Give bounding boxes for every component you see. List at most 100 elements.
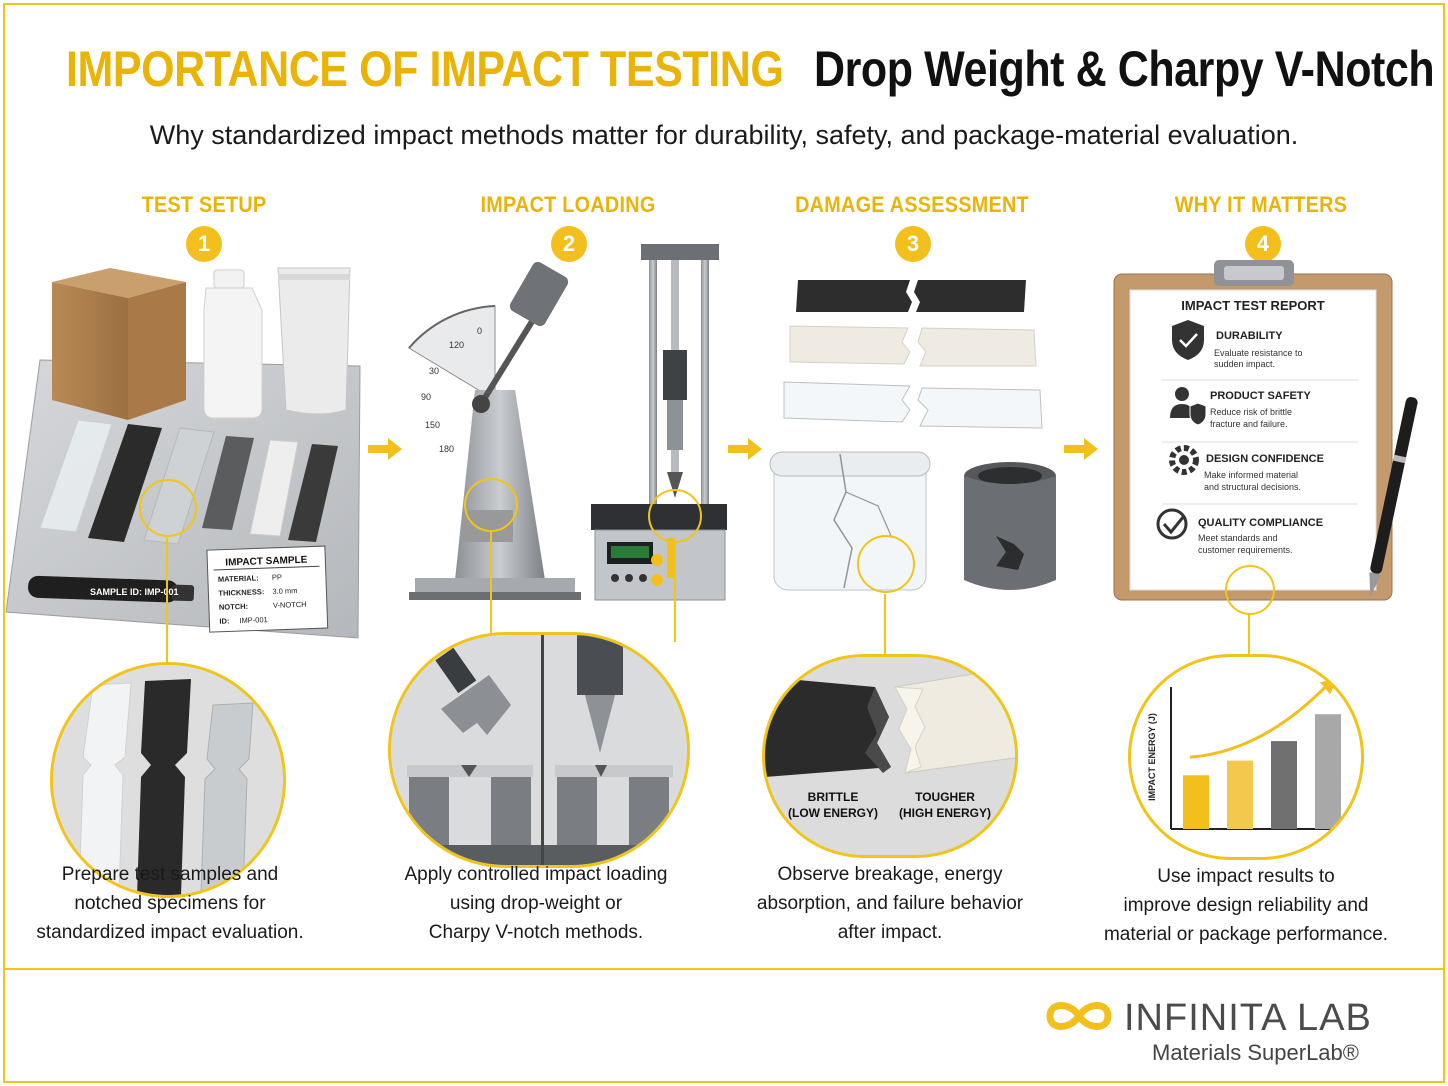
impact-energy-chart-circle: IMPACT ENERGY (J) [1128, 654, 1364, 860]
caption-line: Prepare test samples and [61, 864, 279, 885]
title-main: IMPORTANCE OF IMPACT TESTING [66, 41, 784, 97]
step-1-title: TEST SETUP [141, 192, 267, 217]
step-2-caption: Apply controlled impact loading using dr… [376, 860, 696, 947]
caption-line: after impact. [837, 922, 943, 943]
trend-arrow [1189, 685, 1328, 759]
step-1-number: 1 [186, 226, 222, 262]
brand-tagline: Materials SuperLab® [1152, 1040, 1359, 1065]
step-3-title: DAMAGE ASSESSMENT [795, 192, 1029, 217]
sample-label-value: PP [272, 573, 282, 582]
sample-label-heading: IMPACT SAMPLE [225, 555, 308, 569]
report-item-desc: Reduce risk of brittle [1210, 407, 1292, 417]
marker-label: SAMPLE ID: IMP-001 [90, 587, 179, 597]
report-item-desc: fracture and failure. [1210, 419, 1288, 429]
specimen-zoom-circle [50, 662, 286, 898]
pendulum-scale-tick: 90 [421, 392, 431, 402]
cardboard-box [52, 268, 186, 420]
arrow-right-icon [368, 438, 402, 460]
caption-line: absorption, and failure behavior [756, 893, 1024, 914]
caption-line: Use impact results to [1157, 866, 1335, 887]
impact-machines-illustration: 0 120 30 90 150 180 [408, 244, 727, 601]
footer-divider [3, 968, 1445, 970]
caption-line: improve design reliability and [1123, 895, 1369, 916]
chart-bar [1315, 714, 1341, 829]
report-item-design-confidence: DESIGN CONFIDENCE Make informed material… [1169, 445, 1324, 492]
sample-label-key: MATERIAL: [218, 573, 259, 583]
arrow-right-icon [728, 438, 762, 460]
page-frame [3, 3, 1445, 1083]
chart-bar [1271, 741, 1297, 829]
leader-line [490, 530, 492, 664]
check-circle-icon [1156, 508, 1188, 540]
shield-check-icon [1172, 320, 1204, 360]
step-3-caption: Observe breakage, energy absorption, and… [730, 860, 1050, 947]
test-setup-illustration: SAMPLE ID: IMP-001 IMPACT SAMPLE MATERIA… [5, 267, 361, 639]
report-item-desc: sudden impact. [1214, 359, 1275, 369]
report-item-desc: and structural decisions. [1204, 482, 1301, 492]
report-item-desc: Make informed material [1204, 470, 1298, 480]
drop-weight-tester [591, 244, 727, 601]
impact-energy-chart: IMPACT ENERGY (J) [1147, 678, 1341, 830]
caption-line: material or package performance. [1103, 924, 1389, 945]
pendulum-scale-tick: 30 [429, 366, 439, 376]
infinity-logo-icon [1046, 1002, 1112, 1030]
report-item-desc: Evaluate resistance to [1214, 348, 1303, 358]
leader-line [884, 594, 886, 658]
caption-line: using drop-weight or [449, 893, 623, 914]
pendulum-scale-tick: 0 [477, 326, 482, 336]
gear-icon [1169, 445, 1199, 475]
report-item-quality-compliance: QUALITY COMPLIANCE Meet standards and cu… [1156, 508, 1323, 555]
pendulum-scale-tick: 180 [439, 444, 454, 454]
leader-line [1248, 614, 1250, 656]
report-item-durability: DURABILITY Evaluate resistance to sudden… [1172, 320, 1303, 369]
brittle-sublabel: (LOW ENERGY) [788, 806, 878, 820]
brittle-label: BRITTLE [808, 790, 859, 804]
pendulum-scale-tick: 120 [449, 340, 464, 350]
chart-y-label: IMPACT ENERGY (J) [1147, 713, 1157, 801]
caption-line: notched specimens for [74, 893, 266, 914]
page-subtitle: Why standardized impact methods matter f… [149, 120, 1299, 150]
report-item-title: PRODUCT SAFETY [1210, 390, 1312, 402]
pendulum-tester: 0 120 30 90 150 180 [408, 261, 581, 600]
person-shield-icon [1175, 387, 1189, 401]
sample-label-key: ID: [219, 616, 229, 625]
step-4-caption: Use impact results to improve design rel… [1086, 862, 1406, 949]
step-4-number: 4 [1245, 226, 1281, 262]
tougher-label: TOUGHER [915, 790, 975, 804]
caption-line: Apply controlled impact loading [404, 864, 668, 885]
pendulum-scale-tick: 150 [425, 420, 440, 430]
report-item-desc: customer requirements. [1198, 545, 1293, 555]
caption-line: standardized impact evaluation. [36, 922, 304, 943]
brand-name: INFINITA LAB [1124, 997, 1372, 1039]
page-title: IMPORTANCE OF IMPACT TESTING Drop Weight… [66, 40, 1435, 98]
report-heading: IMPACT TEST REPORT [1181, 298, 1325, 313]
chart-bar [1227, 760, 1253, 829]
damage-assessment-illustration [769, 280, 1056, 593]
title-sub: Drop Weight & Charpy V-Notch [814, 41, 1435, 97]
arrow-right-icon [1064, 438, 1098, 460]
caption-line: Charpy V-notch methods. [428, 922, 644, 943]
report-item-title: QUALITY COMPLIANCE [1198, 517, 1323, 529]
report-item-title: DESIGN CONFIDENCE [1206, 453, 1324, 465]
step-2-number: 2 [551, 226, 587, 262]
chart-bar [1183, 775, 1209, 829]
report-item-title: DURABILITY [1216, 330, 1283, 342]
sample-label-key: NOTCH: [219, 602, 248, 612]
step-4-title: WHY IT MATTERS [1174, 192, 1348, 217]
caption-line: Observe breakage, energy [777, 864, 1003, 885]
report-item-product-safety: PRODUCT SAFETY Reduce risk of brittle fr… [1170, 387, 1312, 429]
sample-label-key: THICKNESS: [218, 587, 264, 598]
sample-label-value: V-NOTCH [273, 600, 307, 610]
impact-zoom-circle [388, 632, 690, 868]
step-3-number: 3 [895, 226, 931, 262]
step-2-title: IMPACT LOADING [480, 192, 656, 217]
leader-line [166, 538, 168, 664]
fracture-zoom-circle: BRITTLE (LOW ENERGY) TOUGHER (HIGH ENERG… [762, 654, 1018, 858]
sample-label-value: IMP-001 [239, 615, 268, 625]
leader-line [674, 542, 676, 642]
report-item-desc: Meet standards and [1198, 533, 1278, 543]
sample-label-value: 3.0 mm [272, 586, 297, 596]
impact-test-report-clipboard: IMPACT TEST REPORT DURABILITY Evaluate r… [1113, 260, 1418, 615]
tougher-sublabel: (HIGH ENERGY) [899, 806, 991, 820]
step-1-caption: Prepare test samples and notched specime… [10, 860, 330, 947]
